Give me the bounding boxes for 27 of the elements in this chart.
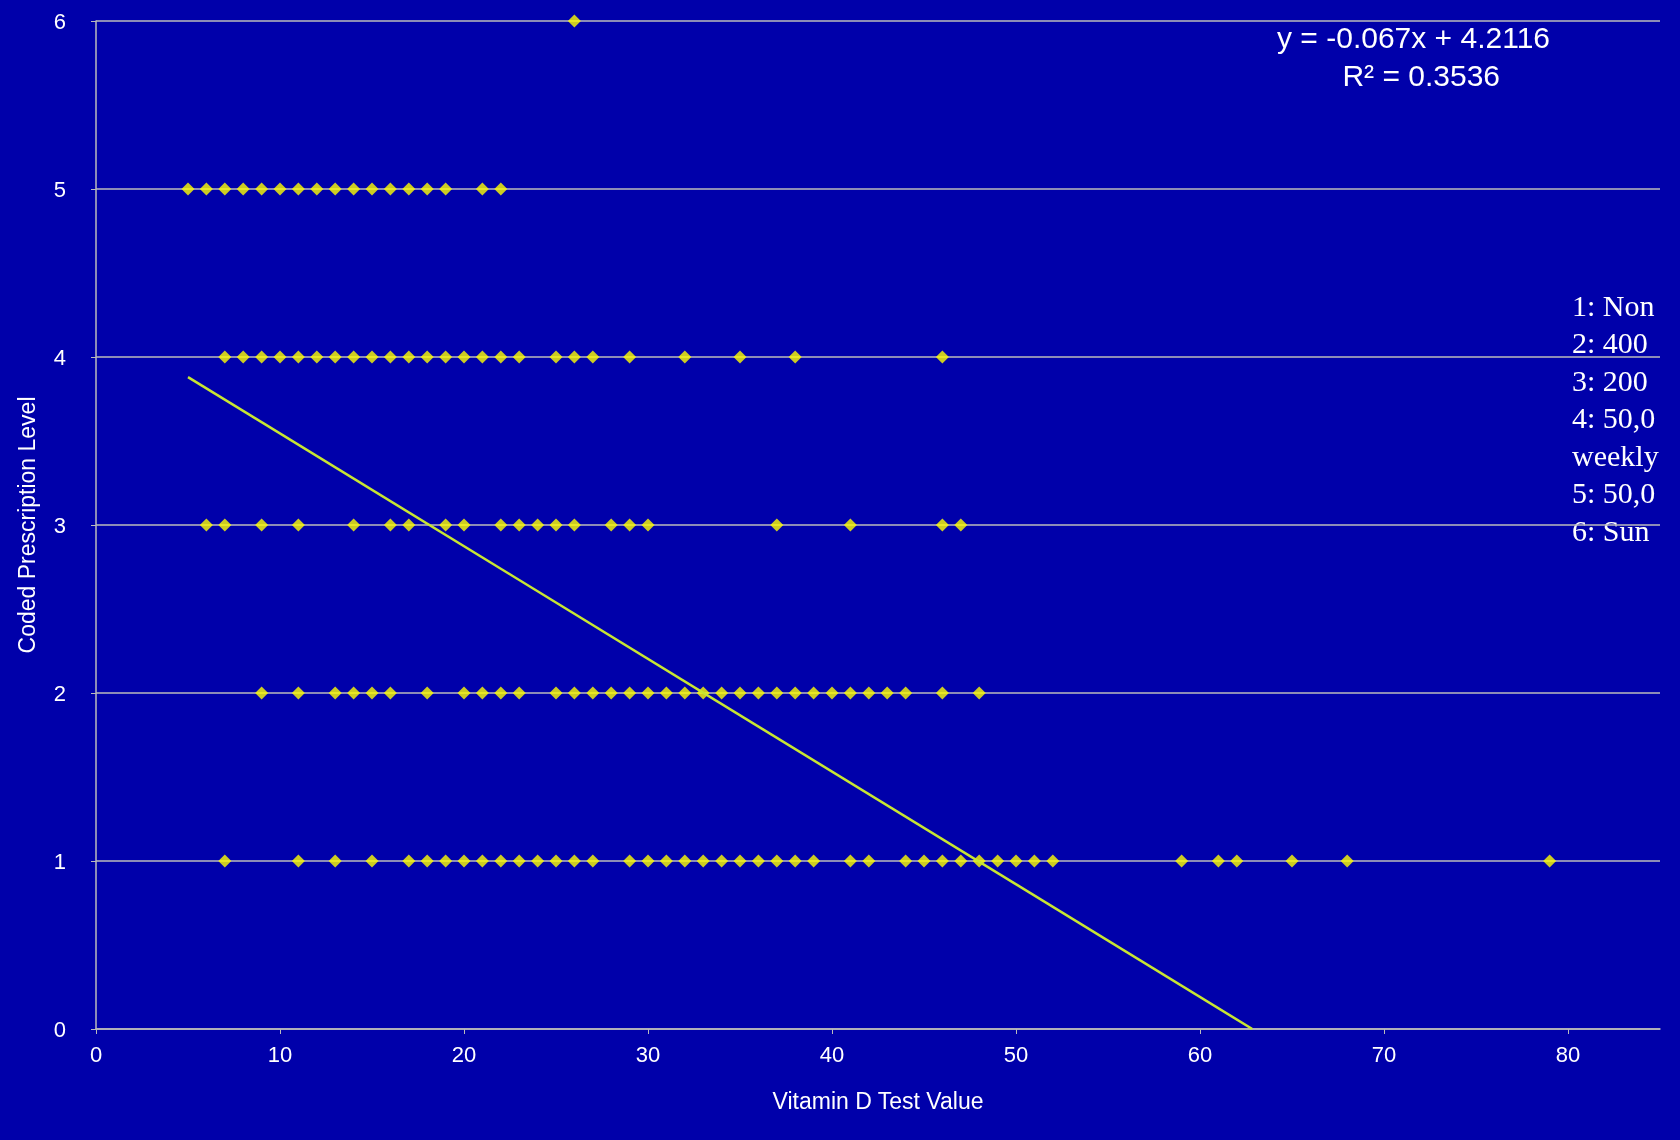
annotation: 6: Sun <box>1572 513 1650 547</box>
y-tick-label: 4 <box>53 344 66 370</box>
y-tick-label: 1 <box>53 848 66 874</box>
x-axis-title: Vitamin D Test Value <box>772 1087 984 1114</box>
y-tick-label: 0 <box>53 1016 66 1042</box>
annotation: 1: Non <box>1572 288 1655 322</box>
x-tick-label: 10 <box>267 1041 293 1067</box>
x-tick-label: 60 <box>1187 1041 1213 1067</box>
y-axis-title: Coded Prescription Level <box>13 396 40 654</box>
y-tick-label: 2 <box>53 680 66 706</box>
x-tick-label: 0 <box>89 1041 103 1067</box>
annotation: 3: 200 <box>1572 363 1648 397</box>
annotation: 4: 50,0 <box>1572 401 1656 434</box>
annotation: 5: 50,0 <box>1572 476 1656 509</box>
annotation: y = -0.067x + 4.2116 <box>1277 20 1551 54</box>
y-tick-label: 5 <box>53 176 66 202</box>
annotation: weekly <box>1572 438 1659 472</box>
annotation: 2: 400 <box>1572 326 1648 359</box>
y-tick-label: 6 <box>53 8 66 34</box>
x-tick-label: 70 <box>1371 1041 1397 1067</box>
x-tick-label: 80 <box>1555 1041 1581 1067</box>
x-tick-label: 50 <box>1003 1041 1029 1067</box>
y-tick-label: 3 <box>53 512 66 538</box>
x-tick-label: 30 <box>635 1041 661 1067</box>
x-tick-label: 40 <box>819 1041 845 1067</box>
x-tick-label: 20 <box>451 1041 477 1067</box>
annotation: R² = 0.3536 <box>1342 58 1501 92</box>
